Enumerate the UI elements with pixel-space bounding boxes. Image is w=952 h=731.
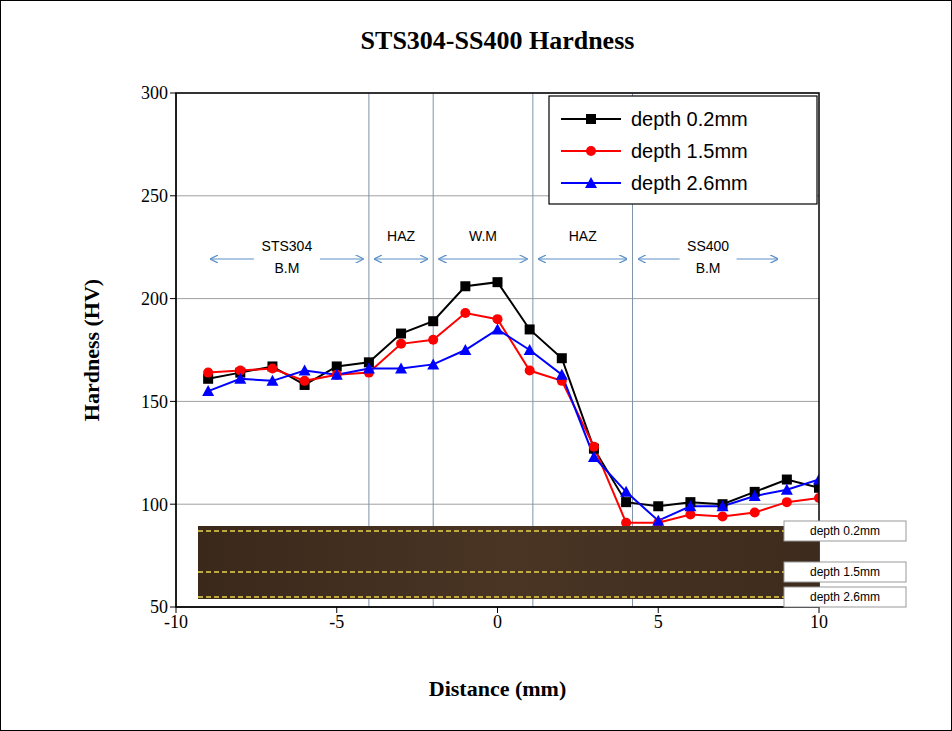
svg-text:Hardness (HV): Hardness (HV) — [79, 279, 104, 421]
svg-text:300: 300 — [141, 83, 168, 103]
svg-text:STS304: STS304 — [262, 238, 313, 254]
svg-text:-5: -5 — [329, 612, 344, 632]
svg-text:HAZ: HAZ — [387, 228, 415, 244]
svg-text:-10: -10 — [164, 611, 188, 632]
svg-text:depth 0.2mm: depth 0.2mm — [810, 524, 880, 538]
svg-text:depth 0.2mm: depth 0.2mm — [631, 108, 748, 130]
svg-text:0: 0 — [493, 612, 502, 632]
svg-text:B.M: B.M — [274, 260, 299, 276]
svg-text:5: 5 — [654, 612, 663, 632]
svg-text:10: 10 — [810, 612, 828, 632]
svg-text:200: 200 — [141, 289, 168, 309]
svg-text:Distance (mm): Distance (mm) — [429, 676, 566, 701]
svg-text:150: 150 — [141, 392, 168, 412]
svg-text:STS304-SS400 Hardness: STS304-SS400 Hardness — [361, 26, 635, 55]
svg-text:250: 250 — [141, 186, 168, 206]
svg-text:depth 2.6mm: depth 2.6mm — [631, 172, 748, 194]
svg-text:100: 100 — [141, 495, 168, 515]
svg-text:B.M: B.M — [696, 260, 721, 276]
svg-text:depth 2.6mm: depth 2.6mm — [810, 590, 880, 604]
svg-text:depth 1.5mm: depth 1.5mm — [631, 140, 748, 162]
svg-text:50: 50 — [150, 597, 168, 617]
svg-text:depth 1.5mm: depth 1.5mm — [810, 565, 880, 579]
svg-text:SS400: SS400 — [687, 238, 729, 254]
svg-text:HAZ: HAZ — [569, 228, 597, 244]
svg-text:W.M: W.M — [469, 228, 497, 244]
